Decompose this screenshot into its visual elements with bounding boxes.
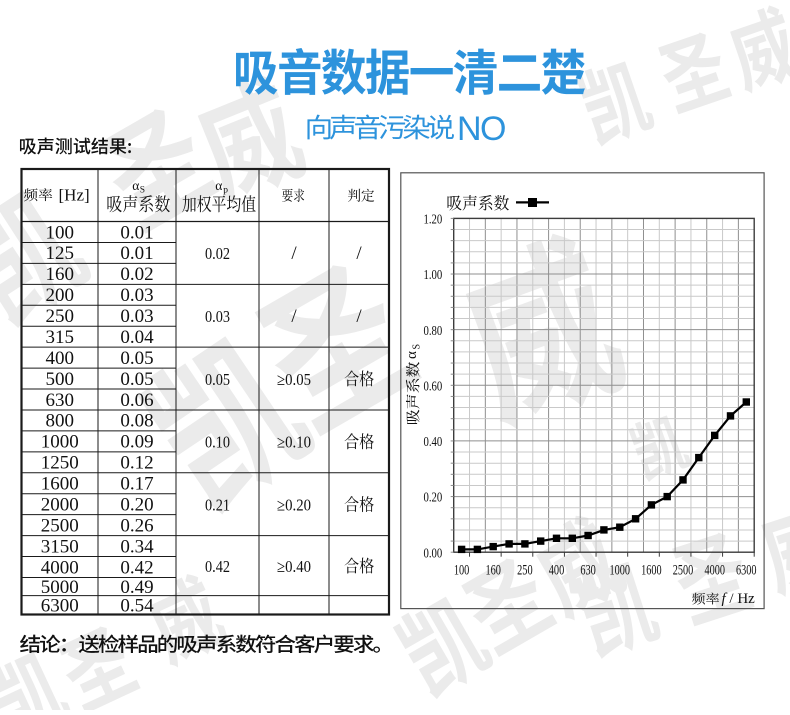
- svg-text:6300: 6300: [41, 595, 79, 616]
- svg-text:0.03: 0.03: [205, 307, 230, 326]
- svg-text:4000: 4000: [704, 563, 725, 579]
- svg-text:160: 160: [485, 563, 501, 579]
- svg-text:p: p: [223, 186, 228, 196]
- svg-text:2500: 2500: [673, 563, 694, 579]
- svg-text:0.03: 0.03: [120, 285, 153, 306]
- svg-text:0.17: 0.17: [120, 474, 153, 495]
- svg-text:1000: 1000: [610, 563, 631, 579]
- svg-text:/: /: [291, 243, 297, 264]
- svg-text:NO: NO: [457, 110, 505, 148]
- svg-text:1000: 1000: [41, 432, 79, 453]
- svg-text:0.34: 0.34: [120, 536, 154, 557]
- svg-text:0.05: 0.05: [120, 348, 153, 369]
- svg-text:0.40: 0.40: [424, 435, 443, 450]
- svg-text:3150: 3150: [41, 536, 79, 557]
- svg-text:S: S: [140, 186, 145, 196]
- svg-text:0.80: 0.80: [424, 324, 443, 339]
- svg-text:100: 100: [454, 563, 470, 579]
- svg-text:≥0.05: ≥0.05: [277, 370, 311, 389]
- svg-text:6300: 6300: [736, 563, 757, 579]
- svg-text:1.20: 1.20: [424, 213, 443, 228]
- svg-text:0.05: 0.05: [205, 370, 230, 389]
- svg-text:0.20: 0.20: [120, 495, 153, 516]
- svg-text:5000: 5000: [41, 577, 79, 598]
- svg-text:0.03: 0.03: [120, 306, 153, 327]
- svg-text:0.09: 0.09: [120, 432, 153, 453]
- svg-text:≥0.20: ≥0.20: [277, 496, 311, 515]
- svg-text:0.60: 0.60: [424, 379, 443, 394]
- svg-text:0.12: 0.12: [120, 453, 153, 474]
- svg-text:250: 250: [46, 306, 75, 327]
- svg-text:≥0.10: ≥0.10: [277, 433, 311, 452]
- svg-text:f / Hz: f / Hz: [722, 591, 756, 607]
- svg-text:0.06: 0.06: [120, 390, 153, 411]
- svg-text:0.00: 0.00: [424, 546, 443, 561]
- svg-text:0.08: 0.08: [120, 411, 153, 432]
- svg-text:α: α: [132, 178, 139, 193]
- svg-text:125: 125: [46, 243, 75, 264]
- svg-text:/: /: [356, 306, 362, 327]
- svg-text:400: 400: [46, 348, 75, 369]
- svg-text:S: S: [412, 344, 423, 350]
- svg-text:1.00: 1.00: [424, 268, 443, 283]
- svg-text:200: 200: [46, 285, 75, 306]
- svg-text:0.02: 0.02: [120, 264, 153, 285]
- svg-text:0.02: 0.02: [205, 244, 230, 263]
- svg-text:500: 500: [46, 369, 75, 390]
- svg-text:0.04: 0.04: [120, 327, 154, 348]
- svg-text:250: 250: [517, 563, 533, 579]
- svg-text:α: α: [404, 351, 420, 359]
- svg-text:0.05: 0.05: [120, 369, 153, 390]
- svg-text:0.01: 0.01: [120, 222, 153, 243]
- svg-text:/: /: [291, 306, 297, 327]
- svg-text:4000: 4000: [41, 557, 79, 578]
- svg-text:0.42: 0.42: [205, 557, 230, 576]
- svg-text:630: 630: [580, 563, 596, 579]
- svg-text:100: 100: [46, 222, 75, 243]
- svg-text:0.10: 0.10: [205, 433, 230, 452]
- svg-text:/: /: [356, 243, 362, 264]
- svg-text:160: 160: [46, 264, 75, 285]
- svg-text:0.21: 0.21: [205, 496, 230, 515]
- svg-text:2000: 2000: [41, 495, 79, 516]
- svg-text:315: 315: [46, 327, 75, 348]
- svg-text:1250: 1250: [41, 453, 79, 474]
- svg-text:≥0.40: ≥0.40: [277, 557, 311, 576]
- svg-text:400: 400: [549, 563, 565, 579]
- svg-text:1600: 1600: [41, 474, 79, 495]
- svg-text:630: 630: [46, 390, 75, 411]
- svg-text:0.01: 0.01: [120, 243, 153, 264]
- svg-text:[Hz]: [Hz]: [59, 186, 90, 205]
- svg-text:0.26: 0.26: [120, 515, 153, 536]
- svg-text:0.49: 0.49: [120, 577, 153, 598]
- svg-text:0.54: 0.54: [120, 595, 154, 616]
- svg-text:2500: 2500: [41, 515, 79, 536]
- svg-text:800: 800: [46, 411, 75, 432]
- svg-text:α: α: [215, 178, 222, 193]
- svg-text:0.42: 0.42: [120, 557, 153, 578]
- svg-text:1600: 1600: [641, 563, 662, 579]
- svg-text:0.20: 0.20: [424, 491, 443, 506]
